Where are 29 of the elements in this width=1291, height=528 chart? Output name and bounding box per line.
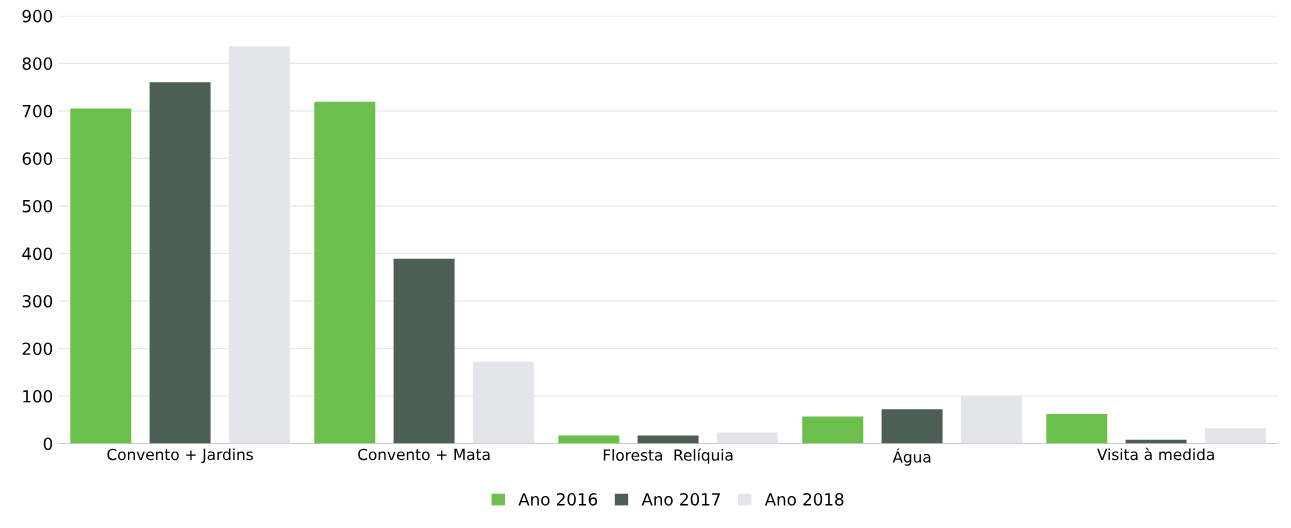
x-tick-label: Visita à medida	[1097, 447, 1214, 461]
bar	[637, 435, 699, 444]
bar	[314, 101, 376, 444]
bar	[70, 108, 132, 444]
y-tick-label: 700	[22, 104, 53, 118]
y-tick-label: 400	[22, 247, 53, 261]
bar	[1204, 428, 1266, 444]
y-tick-label: 200	[22, 342, 53, 356]
y-tick-label: 0	[43, 437, 53, 451]
x-tick-label: Convento + Mata	[358, 448, 490, 461]
bar	[716, 432, 778, 444]
x-tick-label: Convento + Jardins	[107, 448, 253, 464]
bar	[393, 258, 455, 444]
bar	[558, 435, 620, 444]
bar	[149, 82, 211, 444]
y-tick-label: 900	[22, 9, 53, 23]
y-tick-label: 300	[22, 294, 53, 308]
bar	[881, 409, 943, 444]
bar	[1046, 414, 1108, 444]
x-tick-label: Água	[892, 448, 931, 466]
y-tick-label: 500	[22, 199, 53, 213]
y-tick-label: 100	[23, 389, 53, 403]
legend-label: Ano 2016	[518, 493, 598, 506]
legend-label: Ano 2017	[641, 493, 720, 506]
bar	[802, 416, 864, 444]
y-tick-label: 800	[22, 57, 53, 70]
legend-label: Ano 2018	[764, 493, 844, 506]
y-tick-label: 600	[22, 152, 53, 165]
x-tick-label: Floresta Relíquia	[603, 448, 733, 464]
